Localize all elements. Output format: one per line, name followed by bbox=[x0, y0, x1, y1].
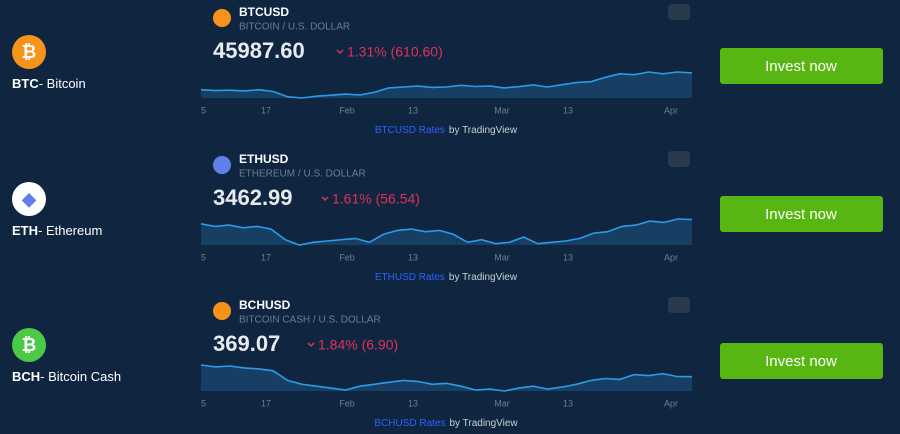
invest-button-label[interactable]: Invest now bbox=[765, 206, 837, 223]
price: 3462.99 bbox=[213, 185, 293, 210]
footer: BCHUSD Rates by TradingView bbox=[374, 418, 518, 429]
coin-icon-glyph: ◆ bbox=[21, 189, 37, 209]
description: ETHEREUM / U.S. DOLLAR bbox=[239, 169, 366, 180]
sparkline-line bbox=[200, 364, 693, 392]
x-axis-label: 13 bbox=[408, 105, 418, 115]
footer: BTCUSD Rates by TradingView bbox=[375, 125, 518, 136]
tradingview-logo bbox=[668, 297, 690, 313]
coin-icon bbox=[12, 328, 46, 362]
symbol: BTCUSD bbox=[239, 5, 289, 19]
footer-link[interactable]: ETHUSD Rates bbox=[375, 272, 445, 283]
x-axis-label: Feb bbox=[339, 252, 355, 262]
x-axis-label: 5 bbox=[201, 398, 206, 408]
x-axis-label: Apr bbox=[664, 105, 678, 115]
invest-button-label[interactable]: Invest now bbox=[765, 58, 837, 75]
change: 1.31% (610.60) bbox=[347, 44, 443, 60]
x-axis-label: Apr bbox=[664, 398, 678, 408]
x-axis-label: 17 bbox=[261, 105, 271, 115]
footer-text: by TradingView bbox=[449, 125, 518, 136]
change: 1.61% (56.54) bbox=[332, 191, 420, 207]
description: BITCOIN / U.S. DOLLAR bbox=[239, 22, 350, 33]
x-axis-label: 17 bbox=[261, 398, 271, 408]
description: BITCOIN CASH / U.S. DOLLAR bbox=[239, 315, 381, 326]
widget-icon bbox=[213, 156, 231, 174]
tradingview-logo bbox=[668, 151, 690, 167]
coin-label: ETH- Ethereum bbox=[12, 223, 102, 238]
symbol: ETHUSD bbox=[239, 152, 289, 166]
coin-icon-glyph: ₿ bbox=[22, 42, 37, 62]
price: 45987.60 bbox=[213, 38, 305, 63]
down-caret bbox=[307, 342, 315, 348]
x-axis-label: 13 bbox=[563, 252, 573, 262]
x-axis-label: Mar bbox=[494, 398, 510, 408]
sparkline-area bbox=[201, 72, 692, 98]
x-axis-label: 13 bbox=[563, 398, 573, 408]
coin-icon-glyph: ₿ bbox=[22, 335, 37, 355]
x-axis-label: Mar bbox=[494, 105, 510, 115]
footer-text: by TradingView bbox=[449, 418, 518, 429]
down-caret bbox=[321, 196, 329, 202]
sparkline-line bbox=[200, 71, 693, 99]
x-axis-label: 5 bbox=[201, 252, 206, 262]
footer-link[interactable]: BTCUSD Rates bbox=[375, 125, 445, 136]
x-axis-label: 13 bbox=[408, 252, 418, 262]
x-axis-label: Apr bbox=[664, 252, 678, 262]
sparkline-area bbox=[201, 365, 692, 391]
x-axis-label: 5 bbox=[201, 105, 206, 115]
down-caret bbox=[336, 49, 344, 55]
x-axis-label: 13 bbox=[563, 105, 573, 115]
coin-name: - Bitcoin Cash bbox=[40, 369, 121, 384]
footer: ETHUSD Rates by TradingView bbox=[375, 272, 518, 283]
footer-link[interactable]: BCHUSD Rates bbox=[374, 418, 445, 429]
coin-icon bbox=[12, 35, 46, 69]
tradingview-logo bbox=[668, 4, 690, 20]
coin-ticker: BTC bbox=[12, 76, 39, 91]
coin-name: - Ethereum bbox=[38, 223, 102, 238]
sparkline-area bbox=[201, 219, 692, 245]
coin-name: - Bitcoin bbox=[39, 76, 86, 91]
x-axis-label: 13 bbox=[408, 398, 418, 408]
invest-button[interactable] bbox=[720, 48, 883, 84]
widget-icon bbox=[213, 302, 231, 320]
coin-label: BTC- Bitcoin bbox=[12, 76, 86, 91]
coin-label: BCH- Bitcoin Cash bbox=[12, 369, 121, 384]
footer-text: by TradingView bbox=[449, 272, 518, 283]
symbol: BCHUSD bbox=[239, 298, 291, 312]
widget-icon bbox=[213, 9, 231, 27]
x-axis-label: 17 bbox=[261, 252, 271, 262]
coin-icon bbox=[12, 182, 46, 216]
price: 369.07 bbox=[213, 331, 280, 356]
x-axis-label: Feb bbox=[339, 398, 355, 408]
coin-ticker: ETH bbox=[12, 223, 38, 238]
change: 1.84% (6.90) bbox=[318, 337, 398, 353]
invest-button-label[interactable]: Invest now bbox=[765, 353, 837, 370]
x-axis-label: Feb bbox=[339, 105, 355, 115]
invest-button[interactable] bbox=[720, 343, 883, 379]
sparkline-line bbox=[200, 218, 693, 246]
invest-button[interactable] bbox=[720, 196, 883, 232]
coin-ticker: BCH bbox=[12, 369, 40, 384]
x-axis-label: Mar bbox=[494, 252, 510, 262]
